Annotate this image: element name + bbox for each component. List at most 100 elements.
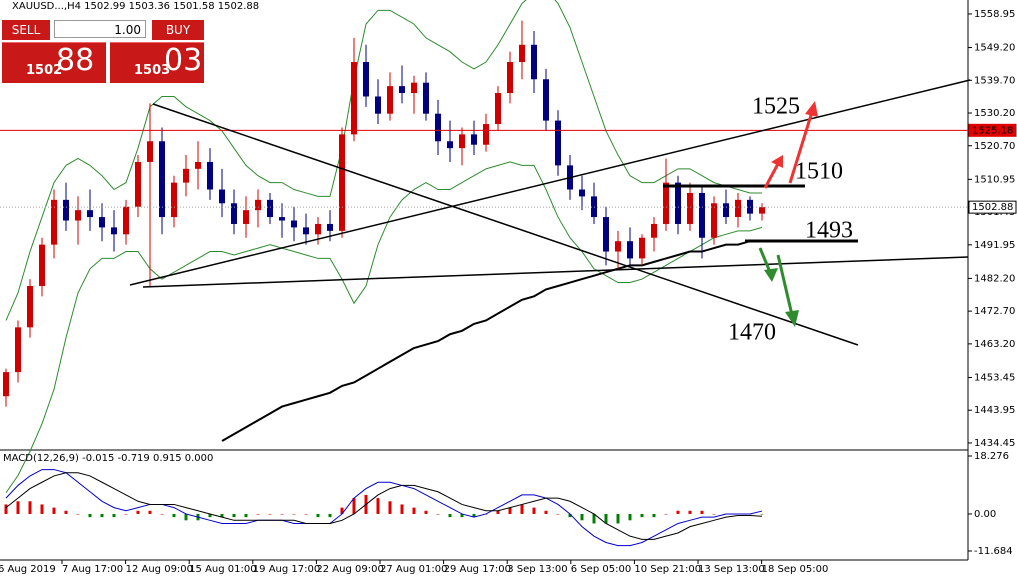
macd-histogram-bar [628, 513, 632, 521]
macd-histogram-bar [4, 504, 8, 514]
candle-body [39, 244, 45, 286]
macd-histogram-bar [580, 513, 584, 521]
arrows [758, 101, 818, 327]
sell-button[interactable]: SELL [2, 20, 50, 40]
macd-histogram-bar [124, 513, 128, 515]
macd-histogram-bar [208, 513, 212, 518]
macd-histogram-bar [232, 513, 236, 518]
sell-price-pips: 88 [56, 43, 95, 78]
candle-body [411, 82, 417, 94]
macd-y-tick-label: -11.684 [974, 546, 1013, 557]
arrow-head [785, 310, 799, 327]
candle-body [63, 199, 69, 221]
candle-body [543, 79, 549, 121]
trend-line [142, 256, 969, 288]
volume-input[interactable]: 1.00 [54, 20, 146, 38]
macd-histogram-bar [460, 513, 464, 518]
buy-price[interactable]: 1503 03 [110, 42, 204, 83]
macd-histogram-bar [172, 513, 176, 518]
arrow-down [758, 247, 772, 273]
buy-button[interactable]: BUY [152, 20, 204, 40]
x-tick-label: 6 Aug 2019 [0, 564, 56, 575]
candle-body [519, 44, 525, 63]
arrow-head [805, 101, 818, 117]
macd-histogram-bar [616, 513, 620, 524]
macd-histogram-bar [388, 501, 392, 514]
marks: 1558.95 1549.20 1539.70 1530.20 1520.70 1510.… [0, 0, 1017, 575]
y-tick-label: 1472.70 [974, 306, 1015, 317]
candle-body [243, 210, 249, 224]
macd-histogram-bar [508, 507, 512, 514]
candle-body [627, 241, 633, 259]
buy-price-main: 1503 [134, 63, 171, 78]
candle-body [711, 203, 717, 238]
candle-body [51, 199, 57, 245]
candle-body [15, 327, 21, 373]
annotation: 1470 [728, 320, 776, 346]
candle-body [735, 199, 741, 218]
macd-histogram-bar [40, 504, 44, 514]
candle-body [699, 192, 705, 238]
macd-histogram-bar [448, 513, 452, 518]
macd-histogram-bar [652, 513, 656, 518]
macd-histogram-bar [544, 510, 548, 514]
macd-histogram-bar [664, 513, 668, 515]
arrow-up [788, 111, 814, 184]
macd-histogram-bar [424, 510, 428, 514]
macd-y-tick-label: 0.00 [974, 509, 996, 520]
macd-histogram-bar [76, 513, 80, 515]
candle-body [27, 285, 33, 328]
candle-body [231, 203, 237, 224]
macd-histogram-bar [292, 513, 296, 515]
macd-histogram-bar [700, 510, 704, 514]
price-label: 1502.88 [972, 202, 1013, 213]
sell-price[interactable]: 1502 88 [2, 42, 106, 83]
x-tick-label: 12 Aug 09:00 [126, 564, 193, 575]
macd-histogram-bar [184, 513, 188, 521]
candle-body [195, 161, 201, 169]
candle-body [87, 210, 93, 218]
candle-body [315, 223, 321, 235]
candle-body [579, 189, 585, 197]
candle-body [219, 189, 225, 204]
candle-body [399, 86, 405, 94]
annotation: 1510 [795, 159, 843, 185]
arrow-head [764, 268, 778, 282]
macd-histogram-bar [496, 510, 500, 514]
macd-histogram-bar [256, 513, 260, 515]
candle-body [375, 96, 381, 114]
candle-body [495, 93, 501, 125]
candle-body [75, 210, 81, 221]
trend-line [129, 79, 971, 286]
macd-histogram-bar [568, 513, 572, 518]
candle-body [471, 134, 477, 145]
x-tick-label: 29 Aug 17:00 [444, 564, 511, 575]
candle-body [183, 168, 189, 183]
x-tick-label: 7 Aug 17:00 [62, 564, 123, 575]
y-tick-label: 1463.20 [974, 339, 1015, 350]
candle-body [651, 223, 657, 238]
x-tick-label: 22 Aug 09:00 [316, 564, 383, 575]
arrow-down [776, 254, 794, 316]
bollinger-upper [5, 0, 762, 321]
macd-histogram-bar [136, 510, 140, 514]
macd-histogram-bar [688, 510, 692, 514]
candle-body [99, 217, 105, 228]
macd-histogram-bar [520, 504, 524, 514]
chart-title: XAUUSD...,H4 1502.99 1503.36 1501.58 150… [12, 1, 259, 12]
trend-line [152, 103, 859, 346]
x-tick-label: 6 Sep 05:00 [571, 564, 631, 575]
candle-body [603, 217, 609, 252]
candle-body [135, 161, 141, 207]
candle-body [687, 192, 693, 224]
macd-histogram-bar [148, 510, 152, 514]
macd-histogram-bar [712, 513, 716, 515]
macd-signal-line [5, 472, 763, 540]
macd-histogram-bar [436, 513, 440, 515]
annotation: 1525 [752, 94, 800, 120]
candle-body [663, 182, 669, 224]
candle-body [423, 82, 429, 114]
macd-histogram-bar [268, 513, 272, 515]
